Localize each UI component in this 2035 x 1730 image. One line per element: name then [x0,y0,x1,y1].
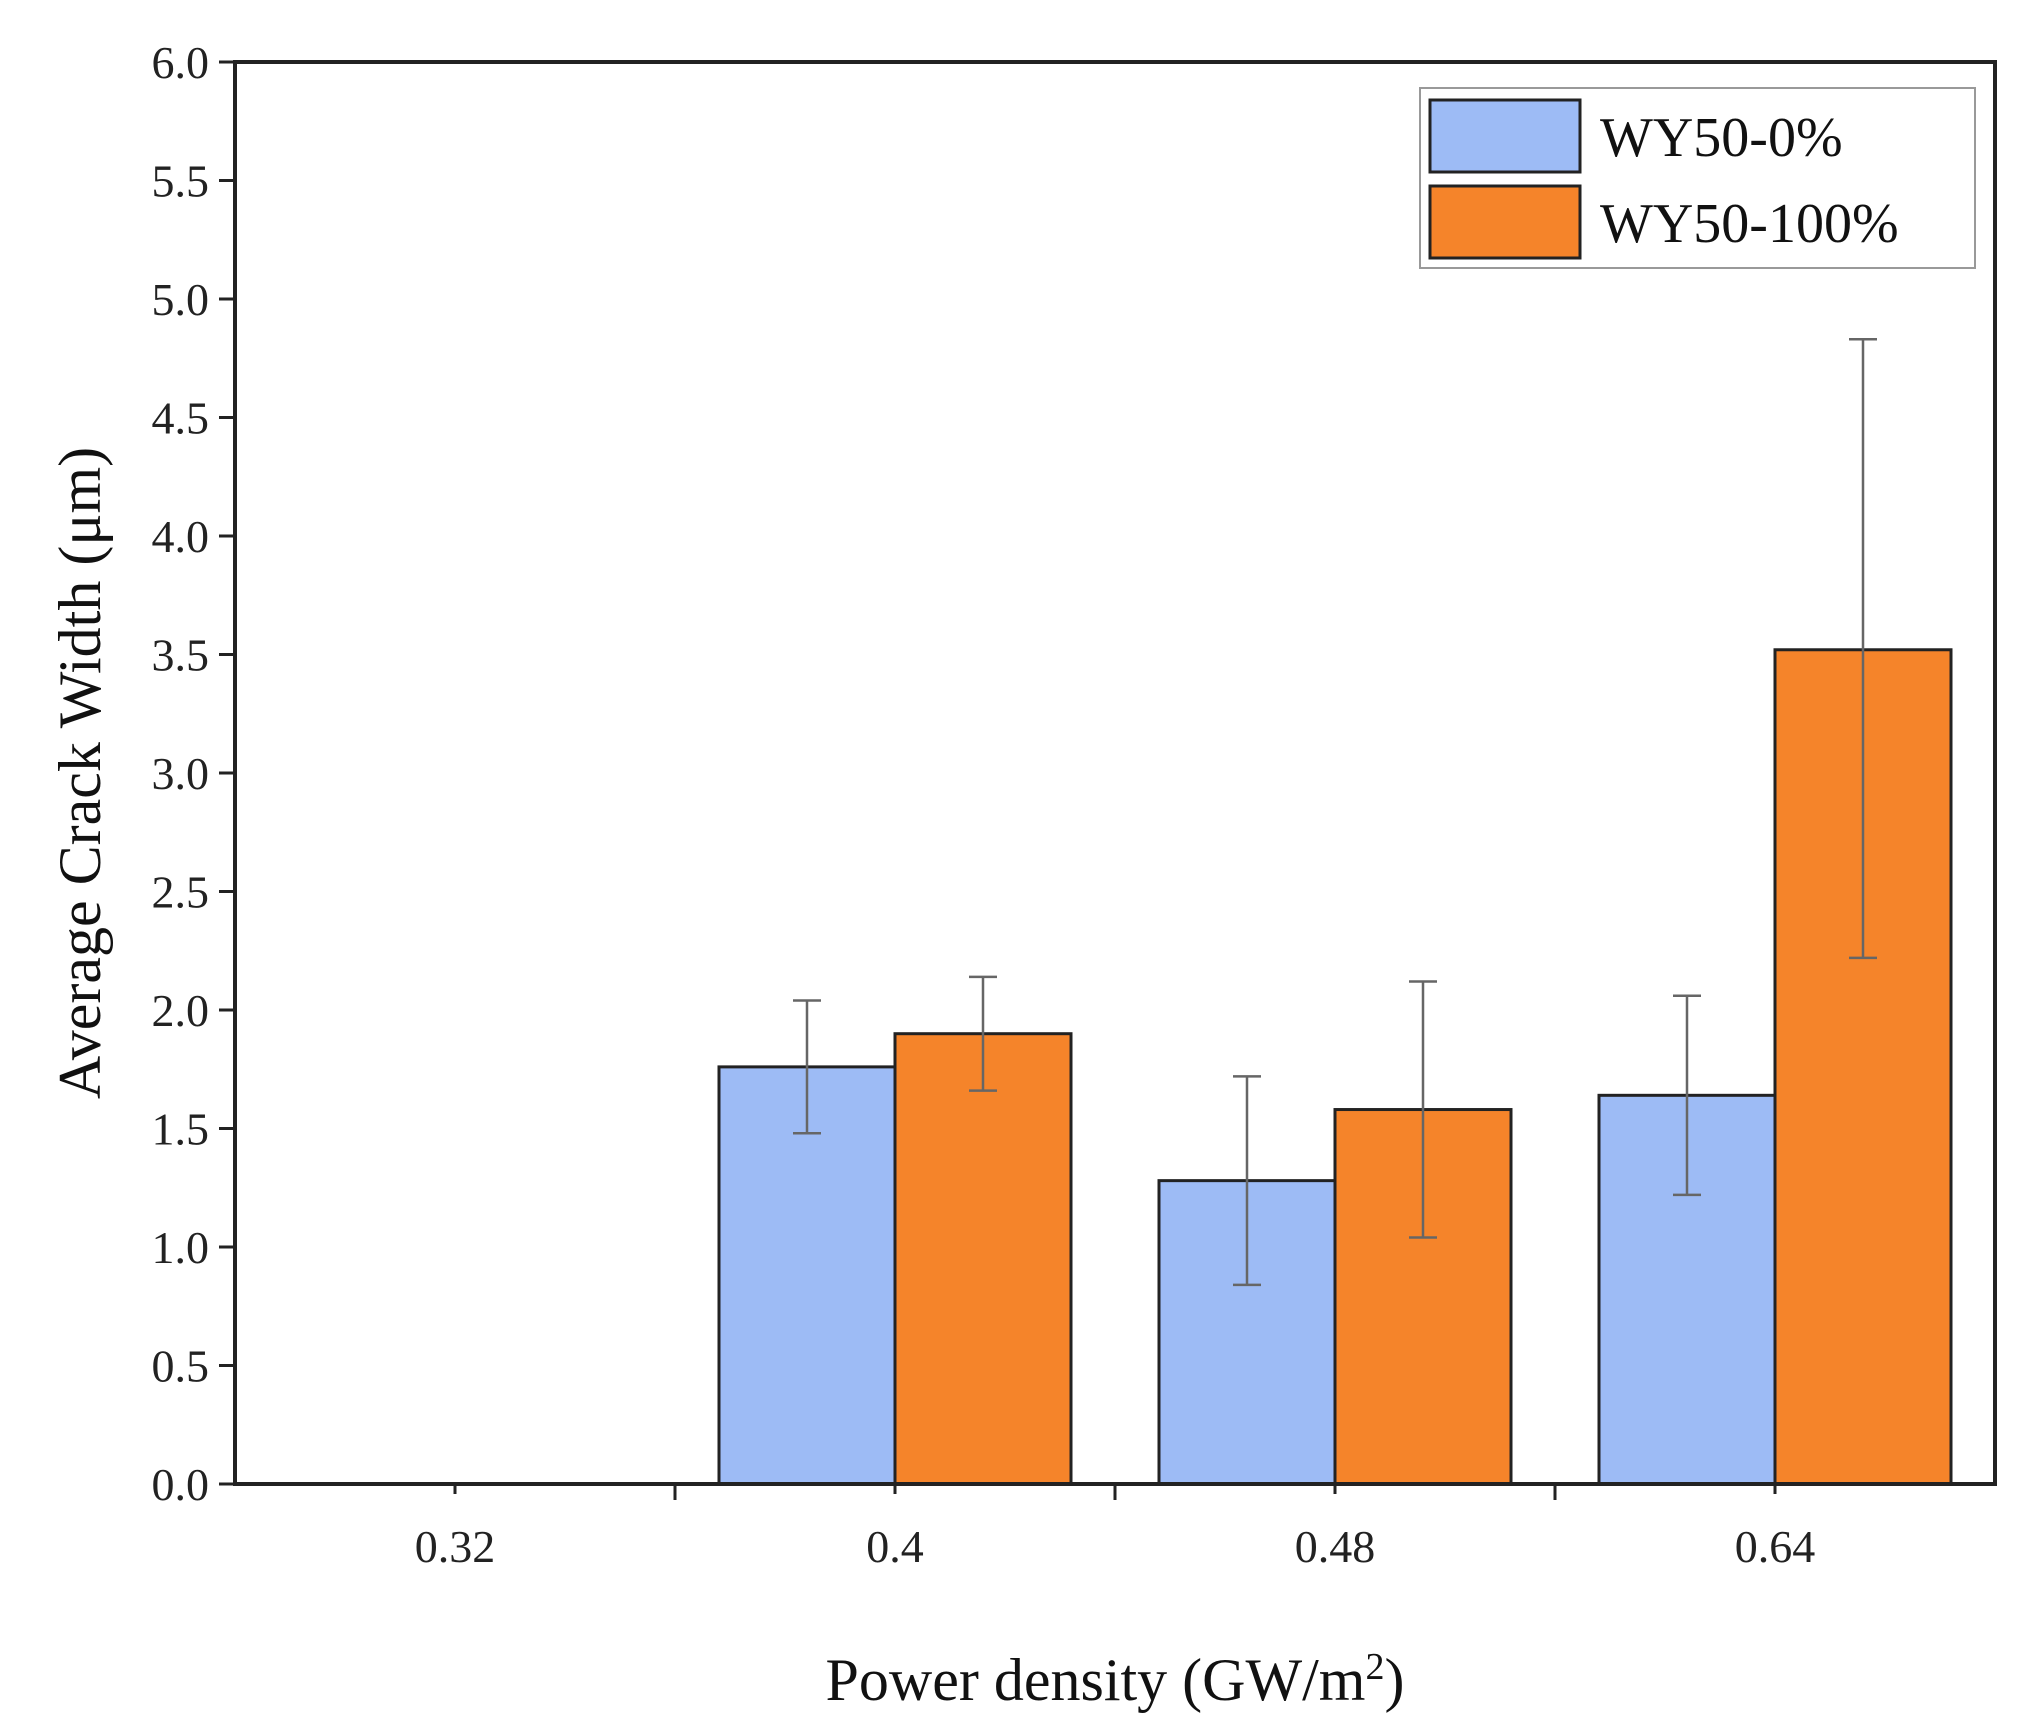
x-axis-title-superscript: 2 [1365,1646,1384,1688]
legend-label-wy50-0: WY50-0% [1600,107,1843,169]
legend-swatch-wy50-0 [1428,98,1582,174]
x-axis-ticks: 0.32 0.4 0.48 0.64 [415,1484,1816,1572]
y-axis-title: Average Crack Width (μm) [47,447,113,1099]
x-axis-title-main: Power density (GW/m [826,1647,1366,1713]
x-axis-title: Power density (GW/m2) [826,1646,1405,1713]
x-tick-label: 0.32 [415,1521,496,1572]
legend: WY50-0% WY50-100% [1419,87,1976,269]
y-tick-label: 4.0 [152,511,210,562]
y-axis-ticks: 0.0 0.5 1.0 1.5 2.0 2.5 3.0 3.5 4.0 4.5 5.0 5.5 6.0 [152,37,235,1510]
y-tick-label: 2.0 [152,985,210,1036]
bars-layer [717,648,1953,1486]
x-axis-title-suffix: ) [1384,1647,1404,1713]
y-tick-label: 0.5 [152,1341,210,1392]
y-tick-label: 5.5 [152,156,210,207]
legend-label-wy50-100: WY50-100% [1600,193,1899,255]
y-tick-label: 3.5 [152,630,210,681]
legend-swatch-wy50-100 [1428,184,1582,260]
y-tick-label: 5.0 [152,274,210,325]
y-tick-label: 1.0 [152,1222,210,1273]
errorbars-layer [793,338,1877,1287]
y-tick-label: 6.0 [152,37,210,88]
bar [893,1032,1073,1486]
y-tick-label: 4.5 [152,393,210,444]
x-tick-label: 0.64 [1735,1521,1816,1572]
y-tick-label: 0.0 [152,1459,210,1510]
y-tick-label: 2.5 [152,867,210,918]
y-tick-label: 1.5 [152,1104,210,1155]
x-tick-label: 0.4 [866,1521,924,1572]
bar [717,1065,897,1486]
x-tick-label: 0.48 [1295,1521,1376,1572]
y-tick-label: 3.0 [152,748,210,799]
